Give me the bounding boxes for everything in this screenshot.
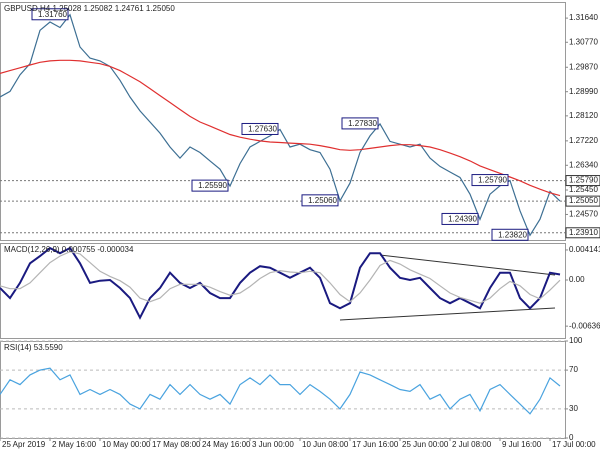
panel-frame (0, 243, 566, 339)
series-line (0, 251, 561, 304)
annotation-label: 1.24390 (448, 215, 477, 224)
annotation-box (301, 194, 339, 207)
x-tick-label: 17 Jul 00:00 (552, 440, 596, 449)
level-label: 1.25050 (569, 196, 598, 205)
annotation-label: 1.27630 (248, 125, 277, 134)
y-tick-label: 1.25450 (569, 185, 598, 194)
annotation-label: 1.31760 (38, 10, 67, 19)
annotation-box (441, 212, 479, 225)
annotation-box (241, 122, 279, 135)
level-label: 1.23910 (569, 228, 598, 237)
y-tick-label: 0.004141 (569, 245, 600, 254)
annotation-label: 1.23820 (498, 230, 527, 239)
y-tick-label: 1.30770 (569, 37, 598, 46)
level-box (565, 227, 600, 239)
y-tick-label: 1.28990 (569, 87, 598, 96)
level-box (565, 195, 600, 207)
x-tick-label: 17 Jun 16:00 (352, 440, 399, 449)
x-tick-label: 3 Jun 00:00 (252, 440, 294, 449)
y-tick-label: 30 (569, 404, 578, 413)
x-tick-label: 17 May 08:00 (152, 440, 201, 449)
y-tick-label: 1.31640 (569, 13, 598, 22)
annotation-label: 1.27830 (348, 119, 377, 128)
y-tick-label: 1.26340 (569, 160, 598, 169)
panel-frame (0, 341, 566, 439)
y-tick-label: 1.24570 (569, 210, 598, 219)
y-tick-label: -0.006365 (569, 321, 600, 330)
trend-line (339, 307, 556, 321)
annotation-box (491, 228, 529, 241)
annotation-box (471, 174, 509, 187)
level-label: 1.25790 (569, 176, 598, 185)
level-box (565, 175, 600, 187)
series-line (0, 367, 561, 415)
y-tick-label: 100 (569, 336, 583, 345)
y-tick-label: 0.00 (569, 275, 585, 284)
annotation-label: 1.25590 (198, 181, 227, 190)
series-line (0, 246, 561, 320)
panel-title: RSI(14) 53.5590 (4, 343, 63, 352)
panel-title: MACD(12,26,9) 0.000755 -0.000034 (4, 245, 134, 254)
x-tick-label: 10 Jun 08:00 (302, 440, 349, 449)
panel-frame (0, 2, 566, 241)
x-tick-label: 24 May 16:00 (202, 440, 251, 449)
trend-line (379, 254, 556, 276)
x-tick-label: 25 Jun 00:00 (402, 440, 449, 449)
annotation-box (31, 8, 69, 21)
x-tick-label: 9 Jul 16:00 (502, 440, 542, 449)
y-tick-label: 70 (569, 365, 578, 374)
annotation-box (191, 179, 229, 192)
series-line (0, 13, 561, 237)
series-line (0, 59, 561, 197)
x-tick-label: 10 May 00:00 (102, 440, 151, 449)
y-tick-label: 0 (569, 433, 574, 442)
x-tick-label: 2 Jul 08:00 (452, 440, 492, 449)
x-tick-label: 2 May 16:00 (52, 440, 97, 449)
y-tick-label: 1.28120 (569, 111, 598, 120)
annotation-box (341, 117, 379, 130)
y-tick-label: 1.27220 (569, 136, 598, 145)
annotation-label: 1.25790 (478, 176, 507, 185)
annotation-label: 1.25060 (308, 196, 337, 205)
y-tick-label: 1.29870 (569, 62, 598, 71)
x-tick-label: 25 Apr 2019 (2, 440, 46, 449)
panel-title: GBPUSD,H4 1.25028 1.25082 1.24761 1.2505… (4, 4, 175, 13)
